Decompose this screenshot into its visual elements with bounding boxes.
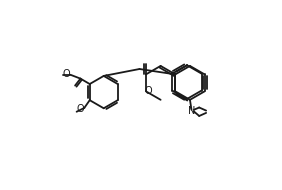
Text: O: O: [144, 86, 152, 96]
Text: O: O: [63, 69, 70, 79]
Text: N: N: [188, 106, 195, 116]
Text: O: O: [77, 104, 84, 114]
